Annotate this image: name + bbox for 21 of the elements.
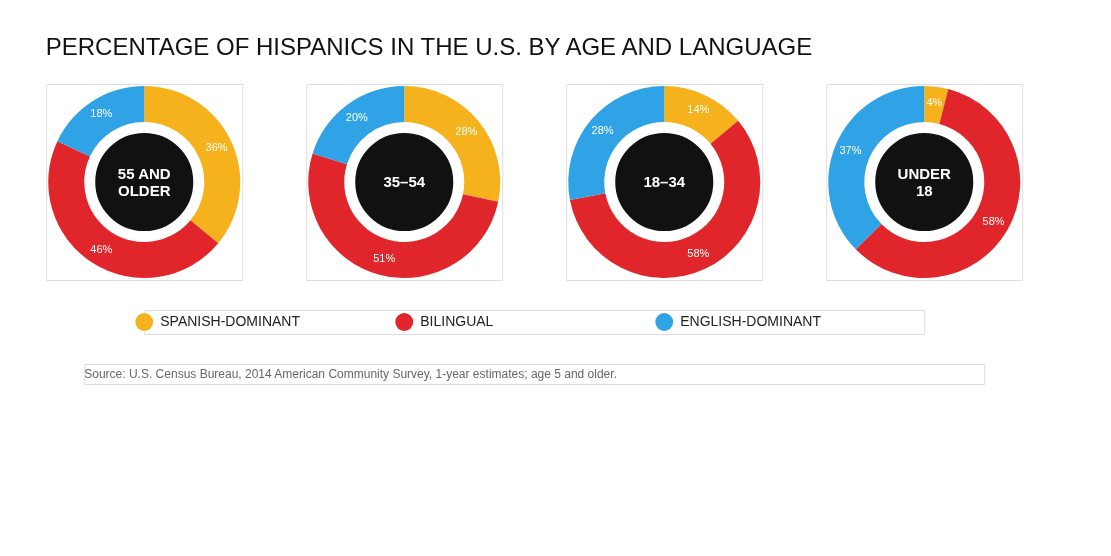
legend-label: BILINGUAL — [420, 313, 494, 329]
data-label: 37% — [839, 144, 862, 157]
data-label: 46% — [90, 242, 113, 255]
source-note: Source: U.S. Census Bureau, 2014 American Community Survey, 1-year estimates; age 5 and older. — [84, 367, 617, 381]
data-label: 28% — [591, 124, 614, 137]
slice-label: UNDER 18 — [897, 164, 952, 199]
slice-label: 55 AND OLDER — [117, 164, 171, 199]
data-label: 58% — [687, 247, 710, 260]
legend-label: ENGLISH-DOMINANT — [680, 313, 822, 329]
slice-label: 35–54 — [383, 173, 426, 190]
data-label: 36% — [205, 140, 228, 153]
data-label: 58% — [982, 215, 1005, 227]
data-label: 28% — [455, 124, 478, 137]
data-label: 20% — [345, 110, 369, 123]
data-label: 4% — [926, 95, 943, 108]
chart-title: PERCENTAGE OF HISPANICS IN THE U.S. BY AGE AND LANGUAGE — [45, 32, 813, 60]
data-label: 51% — [373, 252, 396, 265]
data-label: 14% — [687, 102, 710, 115]
legend-label: SPANISH-DOMINANT — [160, 313, 301, 329]
slice-label: 18–34 — [643, 173, 686, 190]
data-label: 18% — [90, 107, 113, 120]
